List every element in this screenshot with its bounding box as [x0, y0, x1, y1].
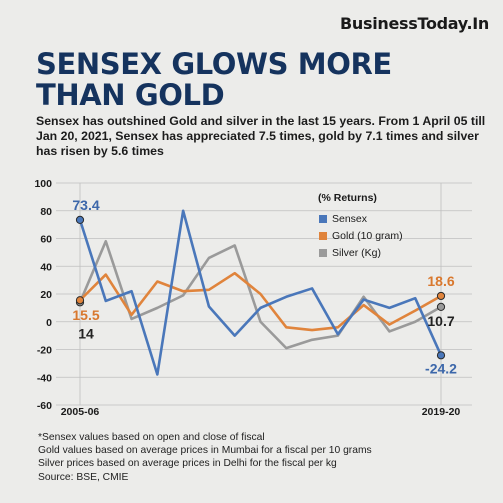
y-tick-label: 100 — [34, 178, 52, 190]
y-tick-label: -60 — [37, 400, 52, 412]
brand-logo: BusinessToday.In — [339, 14, 489, 33]
y-tick-label: 80 — [40, 206, 52, 218]
data-point-gold — [436, 291, 446, 301]
x-tick-label: 2005-06 — [61, 406, 100, 418]
legend-swatch — [319, 232, 327, 240]
footnotes: *Sensex values based on open and close o… — [38, 431, 478, 484]
headline-line-2: THAN GOLD — [36, 78, 225, 112]
data-point-gold — [75, 296, 85, 305]
headline: SENSEX GLOWS MORE THAN GOLD — [36, 49, 476, 111]
footnote-source: Source: BSE, CMIE — [38, 471, 129, 483]
footnote-sensex: *Sensex values based on open and close o… — [38, 432, 265, 443]
legend-label: Sensex — [332, 213, 368, 225]
y-tick-label: 60 — [40, 234, 52, 246]
headline-line-1: SENSEX GLOWS MORE — [36, 47, 392, 81]
data-point-sensex — [75, 215, 85, 225]
y-tick-label: -20 — [37, 345, 52, 357]
y-tick-label: 20 — [40, 289, 52, 301]
y-tick-label: 0 — [46, 317, 52, 329]
y-tick-label: -40 — [37, 372, 52, 384]
point-label: -24.2 — [425, 360, 457, 376]
point-label: 73.4 — [72, 197, 99, 213]
chart-unit-label: (% Returns) — [318, 192, 377, 204]
series-line-sensex — [78, 209, 443, 376]
data-point-sensex — [436, 351, 446, 360]
point-label: 18.6 — [427, 273, 454, 289]
series-line-gold — [78, 271, 443, 332]
legend-swatch — [319, 249, 327, 257]
legend-swatch — [319, 215, 327, 223]
legend-label: Silver (Kg) — [332, 247, 381, 259]
footnote-silver: Silver prices based on average prices in… — [38, 458, 337, 470]
point-label: 10.7 — [427, 313, 454, 329]
point-label: 15.5 — [72, 307, 99, 323]
standfirst: Sensex has outshined Gold and silver in … — [36, 114, 486, 158]
x-tick-label: 2019-20 — [422, 406, 461, 418]
legend-label: Gold (10 gram) — [332, 230, 403, 242]
point-label: 14 — [78, 325, 94, 341]
footnote-gold: Gold values based on average prices in M… — [38, 445, 372, 457]
y-tick-label: 40 — [40, 261, 52, 273]
data-point-silver — [436, 302, 446, 312]
